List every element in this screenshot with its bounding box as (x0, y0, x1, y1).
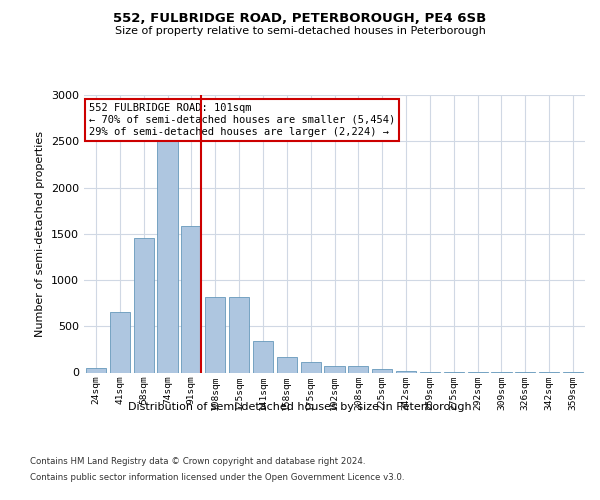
Bar (396, 371, 416, 372)
Bar (301, 362, 321, 372)
Text: Size of property relative to semi-detached houses in Peterborough: Size of property relative to semi-detach… (115, 26, 485, 36)
Text: Distribution of semi-detached houses by size in Peterborough: Distribution of semi-detached houses by … (128, 402, 472, 412)
Bar (348, 366, 368, 372)
Bar (229, 296, 249, 372)
Bar (372, 369, 392, 372)
Bar (181, 226, 202, 372)
Bar (110, 312, 130, 372)
Bar (205, 296, 226, 372)
Text: Contains public sector information licensed under the Open Government Licence v3: Contains public sector information licen… (30, 472, 404, 482)
Bar (86, 368, 106, 372)
Text: 552 FULBRIDGE ROAD: 101sqm
← 70% of semi-detached houses are smaller (5,454)
29%: 552 FULBRIDGE ROAD: 101sqm ← 70% of semi… (89, 104, 395, 136)
Text: Contains HM Land Registry data © Crown copyright and database right 2024.: Contains HM Land Registry data © Crown c… (30, 458, 365, 466)
Y-axis label: Number of semi-detached properties: Number of semi-detached properties (35, 130, 46, 337)
Bar (157, 141, 178, 372)
Bar (325, 366, 344, 372)
Text: 552, FULBRIDGE ROAD, PETERBOROUGH, PE4 6SB: 552, FULBRIDGE ROAD, PETERBOROUGH, PE4 6… (113, 12, 487, 26)
Bar (277, 357, 297, 372)
Bar (134, 238, 154, 372)
Bar (253, 341, 273, 372)
